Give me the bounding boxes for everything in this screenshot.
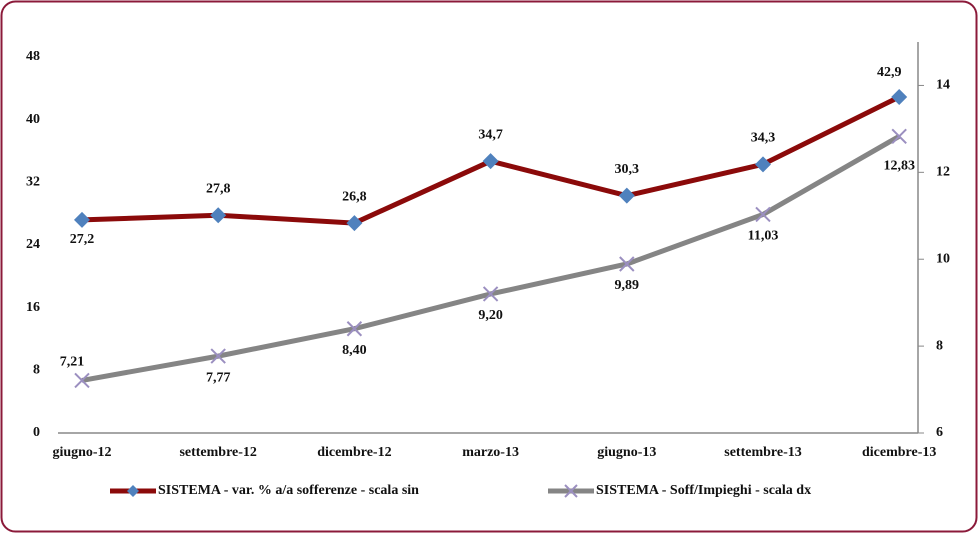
x-marker <box>755 206 771 223</box>
diamond-marker <box>346 215 363 232</box>
data-label: 26,8 <box>342 189 367 204</box>
y-tick-label: 40 <box>26 112 40 127</box>
y-tick-label: 8 <box>33 363 40 378</box>
data-label: 42,9 <box>877 65 902 80</box>
y-tick-label: 24 <box>26 237 40 252</box>
data-label: 7,77 <box>206 370 231 385</box>
x-tick-label: dicembre-12 <box>317 445 391 460</box>
diamond-marker <box>482 153 499 170</box>
x-marker <box>74 372 90 389</box>
x-marker <box>619 256 635 272</box>
x-marker <box>891 128 907 144</box>
data-label: 7,21 <box>60 355 85 370</box>
data-label: 9,20 <box>478 308 503 323</box>
legend-label: SISTEMA - var. % a/a sofferenze - scala … <box>158 483 419 498</box>
legend-marker <box>564 484 578 498</box>
data-label: 27,2 <box>70 232 95 247</box>
legend-marker <box>127 485 139 497</box>
x-tick-label: dicembre-13 <box>862 445 936 460</box>
data-label: 30,3 <box>615 162 640 177</box>
y2-tick-label: 6 <box>936 425 943 440</box>
data-label: 11,03 <box>748 229 779 244</box>
y2-tick-label: 8 <box>936 338 943 353</box>
x-tick-label: giugno-12 <box>52 445 111 460</box>
y2-tick-label: 10 <box>936 251 950 266</box>
y-tick-label: 48 <box>26 49 40 64</box>
data-label: 34,3 <box>751 131 776 146</box>
data-label: 27,8 <box>206 181 231 196</box>
y-tick-label: 0 <box>33 425 40 440</box>
diamond-marker <box>755 156 771 173</box>
x-tick-label: settembre-12 <box>179 445 257 460</box>
x-tick-label: settembre-13 <box>724 445 802 460</box>
diamond-marker <box>74 211 90 228</box>
x-tick-label: marzo-13 <box>462 445 519 460</box>
x-tick-label: giugno-13 <box>597 445 656 460</box>
y-tick-label: 32 <box>26 175 40 190</box>
legend-label: SISTEMA - Soff/Impieghi - scala dx <box>596 483 811 498</box>
x-marker <box>210 348 226 364</box>
data-label: 34,7 <box>478 127 503 142</box>
data-label: 12,83 <box>883 158 915 173</box>
y2-tick-label: 14 <box>936 78 950 93</box>
data-label: 9,89 <box>615 278 640 293</box>
diamond-marker <box>891 88 908 105</box>
x-marker <box>346 321 363 337</box>
x-marker <box>482 286 499 302</box>
diamond-marker <box>210 207 227 224</box>
diamond-marker <box>618 187 635 204</box>
y-tick-label: 16 <box>26 300 40 315</box>
y2-tick-label: 12 <box>936 165 950 180</box>
data-label: 8,40 <box>342 343 367 358</box>
